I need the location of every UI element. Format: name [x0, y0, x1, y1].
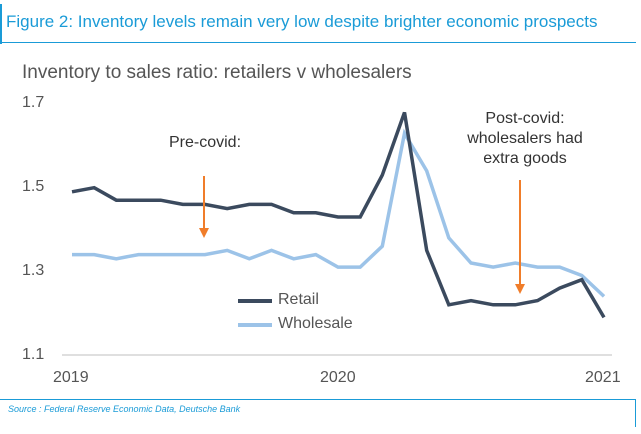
source-note: Source : Federal Reserve Economic Data, … [8, 404, 241, 414]
x-tick-label: 2021 [585, 369, 621, 386]
title-divider [0, 42, 636, 43]
post-covid-arrowhead [515, 284, 525, 294]
post-covid-line-2: wholesalers had [467, 130, 583, 147]
x-tick-label: 2019 [53, 369, 89, 386]
source-divider-right [635, 399, 636, 427]
series-line-retail [71, 111, 606, 319]
chart-title: Inventory to sales ratio: retailers v wh… [22, 62, 412, 83]
pre-covid-arrowhead [199, 228, 209, 238]
y-tick-label: 1.7 [22, 94, 45, 111]
legend-label-wholesale: Wholesale [278, 315, 353, 332]
source-divider [0, 399, 636, 400]
post-covid-line-3: extra goods [483, 150, 567, 167]
y-tick-label: 1.5 [22, 178, 45, 195]
post-covid-line-1: Post-covid: [485, 110, 565, 127]
y-tick-label: 1.1 [22, 346, 45, 363]
post-covid-annotation: Post-covid: wholesalers had extra goods [460, 109, 590, 169]
x-tick-label: 2020 [320, 369, 356, 386]
figure-title: Figure 2: Inventory levels remain very l… [6, 12, 598, 31]
title-accent-bar [0, 4, 2, 44]
legend-label-retail: Retail [278, 291, 319, 308]
pre-covid-annotation: Pre-covid: [168, 134, 242, 151]
y-tick-label: 1.3 [22, 262, 45, 279]
series-line-wholesale [72, 128, 606, 298]
